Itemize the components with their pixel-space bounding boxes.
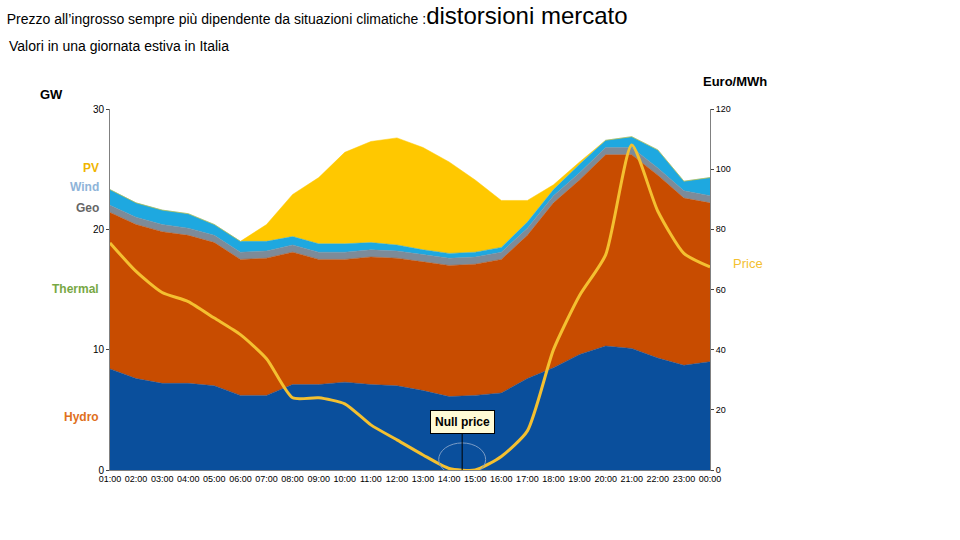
svg-text:40: 40 xyxy=(716,345,726,355)
svg-text:120: 120 xyxy=(716,104,731,114)
svg-text:60: 60 xyxy=(716,285,726,295)
svg-text:Hydro: Hydro xyxy=(64,410,99,424)
svg-text:Prezzo all’ingrosso sempre più: Prezzo all’ingrosso sempre più dipendent… xyxy=(7,2,628,29)
svg-text:23:00: 23:00 xyxy=(673,474,696,484)
svg-text:18:00: 18:00 xyxy=(542,474,565,484)
svg-text:02:00: 02:00 xyxy=(125,474,148,484)
svg-text:15:00: 15:00 xyxy=(464,474,487,484)
svg-text:20: 20 xyxy=(716,405,726,415)
svg-text:Wind: Wind xyxy=(70,180,99,194)
svg-text:11:00: 11:00 xyxy=(360,474,382,484)
svg-text:80: 80 xyxy=(716,224,726,234)
svg-text:22:00: 22:00 xyxy=(647,474,670,484)
svg-text:12:00: 12:00 xyxy=(386,474,409,484)
svg-text:PV: PV xyxy=(83,161,99,175)
svg-text:20: 20 xyxy=(93,224,105,235)
svg-text:Valori in una giornata estiva: Valori in una giornata estiva in Italia xyxy=(9,38,229,54)
svg-text:20:00: 20:00 xyxy=(594,474,617,484)
svg-text:14:00: 14:00 xyxy=(438,474,461,484)
svg-text:19:00: 19:00 xyxy=(568,474,591,484)
svg-text:Thermal: Thermal xyxy=(52,282,99,296)
svg-text:03:00: 03:00 xyxy=(151,474,174,484)
svg-text:Geo: Geo xyxy=(76,201,99,215)
svg-text:00:00: 00:00 xyxy=(699,474,722,484)
svg-text:17:00: 17:00 xyxy=(516,474,539,484)
svg-text:06:00: 06:00 xyxy=(229,474,252,484)
svg-text:100: 100 xyxy=(716,164,731,174)
svg-text:13:00: 13:00 xyxy=(412,474,435,484)
svg-text:30: 30 xyxy=(93,104,105,115)
svg-text:01:00: 01:00 xyxy=(99,474,122,484)
svg-text:GW: GW xyxy=(40,87,63,102)
svg-text:07:00: 07:00 xyxy=(255,474,278,484)
svg-text:08:00: 08:00 xyxy=(281,474,304,484)
svg-text:16:00: 16:00 xyxy=(490,474,513,484)
svg-text:10:00: 10:00 xyxy=(334,474,357,484)
svg-text:Euro/MWh: Euro/MWh xyxy=(703,74,767,89)
svg-text:0: 0 xyxy=(98,465,104,476)
svg-text:05:00: 05:00 xyxy=(203,474,226,484)
svg-text:0: 0 xyxy=(716,465,721,475)
svg-text:09:00: 09:00 xyxy=(307,474,330,484)
svg-text:04:00: 04:00 xyxy=(177,474,200,484)
svg-text:Null price: Null price xyxy=(435,415,490,429)
svg-text:21:00: 21:00 xyxy=(620,474,643,484)
svg-text:Price: Price xyxy=(733,256,763,271)
svg-text:10: 10 xyxy=(93,344,105,355)
